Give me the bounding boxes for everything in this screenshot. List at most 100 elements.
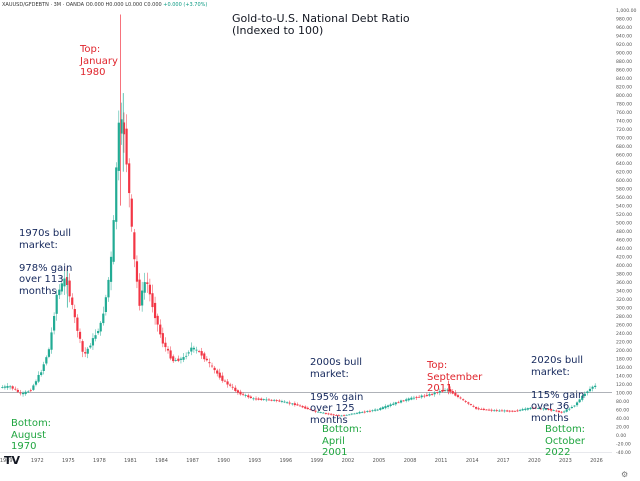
y-tick-label: 500.00: [616, 220, 632, 226]
candle-body: [557, 410, 561, 413]
candle-body: [50, 332, 53, 350]
candle-body: [573, 405, 576, 407]
candle-body: [143, 282, 146, 293]
candle-body: [570, 406, 573, 409]
candle-body: [340, 415, 343, 417]
y-tick-label: 840.00: [616, 76, 632, 82]
candle-body: [76, 317, 79, 331]
candle-body: [195, 349, 198, 351]
candle-body: [306, 407, 309, 410]
candle-body: [27, 391, 30, 393]
candle-body: [133, 232, 136, 260]
y-tick-label: 920.00: [616, 42, 632, 48]
candle-body: [332, 414, 335, 416]
y-tick-label: 780.00: [616, 101, 632, 107]
candle-body: [91, 338, 95, 346]
candle-body: [407, 398, 410, 401]
candle-body: [16, 389, 19, 392]
candle-body: [503, 410, 506, 412]
candle-body: [164, 342, 167, 348]
candle-body: [495, 410, 498, 412]
candle-body: [381, 407, 384, 410]
candle-body: [267, 399, 271, 401]
candle-body: [45, 357, 48, 364]
candle-body: [1, 387, 4, 389]
y-tick-label: 460.00: [616, 237, 632, 243]
x-tick-label: 1990: [217, 458, 230, 464]
y-tick-label: 220.00: [616, 339, 632, 345]
candle-body: [293, 403, 296, 406]
candle-body: [11, 386, 14, 389]
candle-body: [296, 404, 299, 406]
candle-body: [508, 410, 511, 412]
candle-body: [539, 408, 542, 410]
candle-body: [433, 392, 436, 395]
candle-body: [94, 335, 97, 339]
candle-body: [368, 410, 372, 412]
y-tick-label: 940.00: [616, 34, 632, 40]
y-tick-label: 320.00: [616, 297, 632, 303]
candle-body: [552, 410, 555, 412]
candle-body: [482, 408, 485, 410]
candle-body: [182, 357, 185, 360]
candle-body: [3, 386, 7, 388]
candle-body: [322, 412, 325, 414]
candle-body: [166, 348, 170, 351]
candle-body: [309, 409, 312, 411]
candle-body: [397, 402, 400, 404]
candle-body: [236, 390, 240, 393]
candle-body: [384, 406, 387, 409]
candle-body: [216, 370, 219, 374]
candle-body: [500, 410, 504, 412]
x-tick-label: 2020: [528, 458, 541, 464]
candle-body: [197, 351, 201, 352]
y-tick-label: 520.00: [616, 212, 632, 218]
x-tick-label: 1996: [279, 458, 292, 464]
candle-body: [241, 393, 245, 395]
y-tick-label: 80.00: [616, 399, 629, 405]
candle-body: [392, 403, 395, 405]
candle-body: [58, 289, 61, 296]
candle-body: [456, 395, 460, 397]
candle-body: [86, 348, 89, 354]
candle-body: [537, 407, 540, 409]
candle-body: [358, 412, 361, 414]
chart-title: Gold-to-U.S. National Debt Ratio (Indexe…: [232, 12, 410, 37]
candle-body: [565, 409, 568, 412]
candle-body: [141, 290, 144, 306]
candle-body: [534, 407, 537, 409]
candle-body: [342, 415, 346, 417]
candle-body: [29, 390, 32, 392]
symbol-header[interactable]: XAUUSD/GFDEBTN · 3M · OANDA O0.000 H0.00…: [2, 2, 207, 8]
candle-body: [374, 409, 377, 411]
x-tick-label: 1975: [62, 458, 75, 464]
candle-body: [298, 405, 302, 407]
candle-body: [518, 409, 522, 411]
candle-body: [172, 356, 175, 362]
candle-body: [273, 399, 276, 401]
candle-body: [68, 280, 71, 297]
x-tick-label: 1972: [31, 458, 44, 464]
gear-icon[interactable]: ⚙: [621, 470, 629, 479]
x-tick-label: 2011: [435, 458, 448, 464]
candle-body: [252, 398, 255, 400]
x-tick-label: 1987: [186, 458, 199, 464]
candle-body: [485, 409, 488, 411]
candle-body: [410, 397, 413, 400]
candle-body: [109, 256, 113, 282]
candle-body: [412, 397, 416, 399]
candle-body: [363, 411, 366, 413]
y-tick-label: 0.00: [616, 433, 626, 439]
x-tick-label: 2005: [373, 458, 386, 464]
y-tick-label: 760.00: [616, 110, 632, 116]
candle-body: [148, 284, 151, 295]
candle-body: [37, 374, 40, 382]
y-tick-label: 200.00: [616, 348, 632, 354]
candle-body: [399, 400, 403, 403]
candle-body: [327, 413, 330, 415]
candle-body: [192, 347, 196, 350]
candle-body: [128, 163, 131, 194]
candle-body: [161, 333, 164, 344]
annotation-bull-2020s: 2020s bull market: 115% gain over 36 mon…: [531, 355, 585, 424]
candle-body: [376, 409, 379, 411]
